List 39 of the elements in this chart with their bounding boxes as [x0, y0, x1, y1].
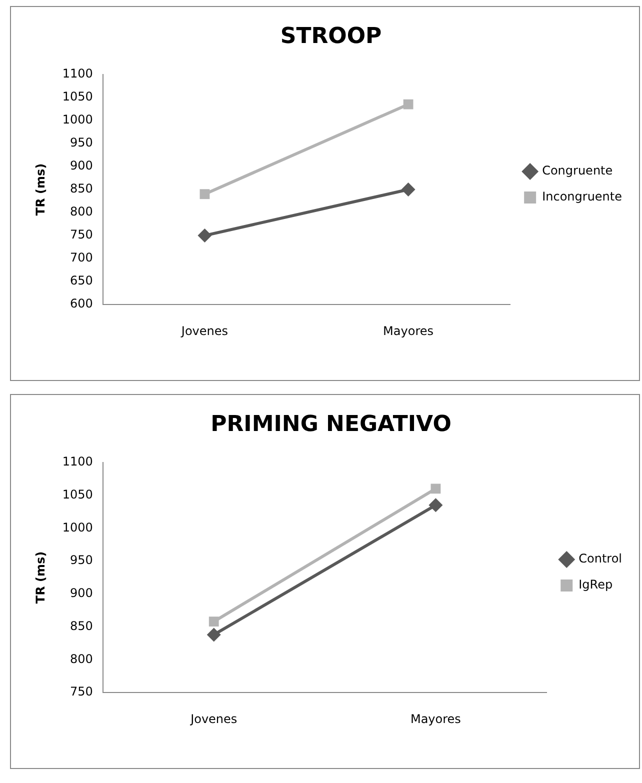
y-tick-label: 750: [70, 684, 93, 699]
point: [198, 228, 212, 243]
chart-title: STROOP: [280, 24, 382, 49]
point: [401, 182, 416, 196]
y-tick-label: 1100: [62, 66, 93, 81]
y-axis-title: TR (ms): [33, 163, 48, 216]
x-tick-label: Jovenes: [190, 712, 238, 726]
point: [200, 189, 210, 200]
legend-label: Control: [578, 552, 622, 566]
y-tick-label: 1100: [62, 454, 93, 469]
point: [403, 99, 414, 110]
y-tick-label: 1050: [62, 90, 93, 104]
y-axis-title: TR (ms): [33, 551, 48, 604]
y-tick-label: 900: [70, 586, 93, 600]
y-tick-label: 950: [70, 136, 93, 150]
y-tick-label: 750: [70, 228, 93, 242]
y-tick-label: 1050: [62, 487, 93, 502]
y-tick-label: 850: [70, 618, 93, 633]
legend-label: IgRep: [578, 578, 613, 592]
y-tick-label: 1000: [62, 112, 93, 127]
point: [206, 628, 221, 642]
point: [428, 498, 443, 512]
y-tick-label: 950: [70, 553, 93, 568]
y-tick-label: 1000: [62, 520, 93, 534]
legend-label: Congruente: [542, 164, 613, 178]
y-tick-label: 650: [70, 274, 93, 288]
y-tick-label: 900: [70, 158, 93, 173]
point: [208, 616, 219, 627]
point: [430, 484, 441, 494]
chart-title: PRIMING NEGATIVO: [210, 412, 452, 437]
y-tick-label: 800: [70, 204, 93, 219]
y-tick-label: 850: [70, 182, 93, 196]
x-tick-label: Mayores: [383, 324, 434, 338]
legend-label: Incongruente: [542, 190, 622, 204]
y-tick-label: 600: [70, 296, 93, 311]
y-tick-label: 800: [70, 652, 93, 666]
x-tick-label: Mayores: [410, 712, 461, 726]
x-tick-label: Jovenes: [180, 324, 228, 338]
y-tick-label: 700: [70, 250, 93, 265]
